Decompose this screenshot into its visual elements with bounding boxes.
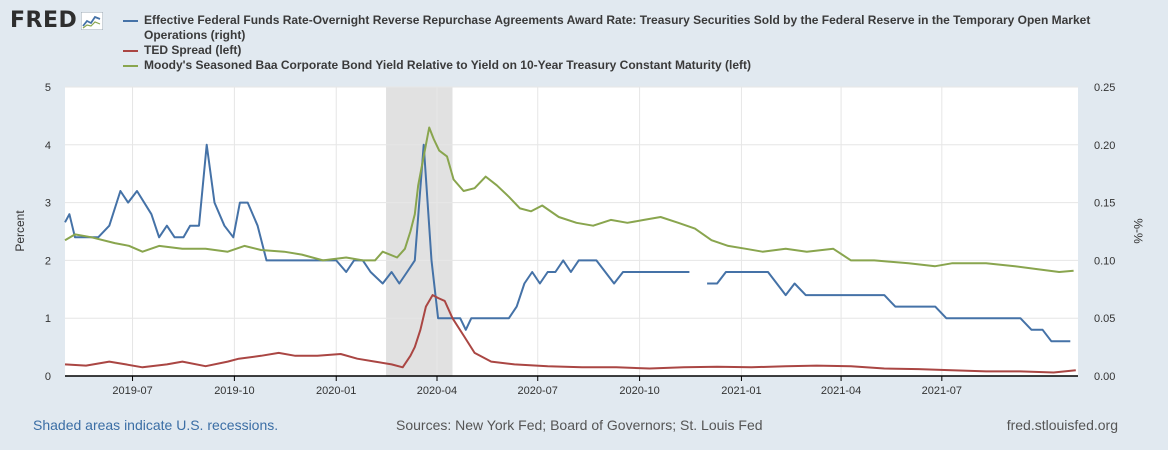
logo-text: FRED	[10, 8, 78, 33]
y-tick-label-left: 0	[45, 371, 51, 383]
series-lines	[64, 126, 1076, 374]
series-line-0	[707, 271, 1071, 343]
y-tick-label-right: 0.10	[1094, 255, 1115, 267]
series-line-2	[64, 126, 1074, 273]
y-tick-label-right: 0.25	[1094, 82, 1115, 94]
y-tick-label-left: 1	[45, 313, 51, 325]
recession-shading	[386, 87, 453, 376]
fred-logo[interactable]: FRED	[10, 8, 104, 33]
x-tick-label: 2021-07	[922, 385, 962, 397]
x-tick-label: 2019-10	[214, 385, 254, 397]
chart-legend: Effective Federal Funds Rate-Overnight R…	[123, 13, 1143, 73]
y-tick-label-right: 0.00	[1094, 371, 1115, 383]
recession-band	[386, 87, 453, 376]
y-tick-label-right: 0.15	[1094, 198, 1115, 210]
x-tick-label: 2020-10	[619, 385, 659, 397]
x-tick-label: 2020-07	[518, 385, 558, 397]
legend-item-baa[interactable]: Moody's Seasoned Baa Corporate Bond Yiel…	[123, 58, 1143, 73]
y-tick-label-left: 3	[45, 198, 51, 210]
y-axis-title-left: Percent	[13, 210, 27, 252]
legend-label: TED Spread (left)	[144, 43, 242, 57]
x-tick-label: 2019-07	[112, 385, 152, 397]
sparkline-chart-icon	[81, 11, 104, 30]
y-tick-label-left: 5	[45, 82, 51, 94]
grid-lines	[65, 86, 1078, 376]
legend-swatch-green	[123, 65, 138, 67]
x-tick-label: 2021-01	[721, 385, 761, 397]
legend-swatch-red	[123, 50, 138, 52]
y-tick-label-left: 4	[45, 140, 51, 152]
y-tick-label-left: 2	[45, 255, 51, 267]
sources-note: Sources: New York Fed; Board of Governor…	[396, 417, 763, 433]
legend-item-ted[interactable]: TED Spread (left)	[123, 43, 1143, 58]
recession-note[interactable]: Shaded areas indicate U.S. recessions.	[33, 417, 279, 433]
legend-item-fedfunds[interactable]: Effective Federal Funds Rate-Overnight R…	[123, 13, 1143, 43]
x-tick-label: 2020-04	[417, 385, 457, 397]
axis-labels: 0 1 2 3 4 5 0.00 0.05 0.10 0.15 0.20 0.25 2019-07 201…	[45, 82, 1116, 397]
x-tick-label: 2021-04	[821, 385, 861, 397]
y-axis-title-right: %-%	[1131, 218, 1145, 244]
legend-label: Effective Federal Funds Rate-Overnight R…	[144, 13, 1091, 42]
series-line-1	[64, 294, 1076, 374]
legend-swatch-blue	[123, 20, 138, 22]
site-link[interactable]: fred.stlouisfed.org	[1006, 417, 1118, 433]
y-tick-label-right: 0.20	[1094, 140, 1115, 152]
legend-label: Moody's Seasoned Baa Corporate Bond Yiel…	[144, 58, 751, 72]
line-chart: 0 1 2 3 4 5 0.00 0.05 0.10 0.15 0.20 0.25 2019-07 201…	[13, 82, 1145, 397]
x-tick-label: 2020-01	[316, 385, 356, 397]
plot-area	[65, 87, 1078, 376]
y-tick-label-right: 0.05	[1094, 313, 1115, 325]
